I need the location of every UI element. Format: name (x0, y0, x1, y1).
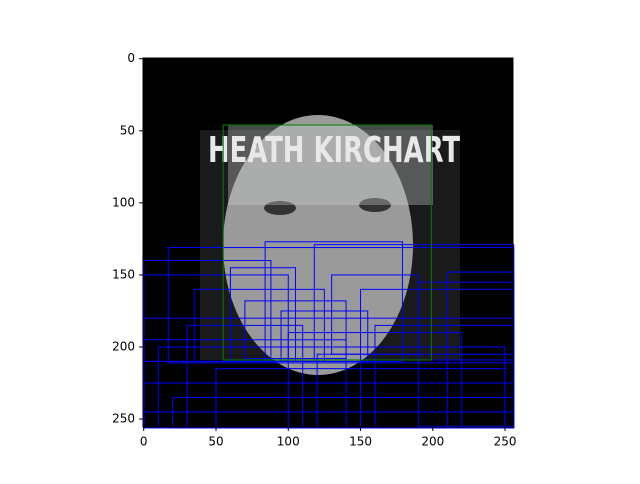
x-tick-label: 150 (349, 435, 372, 449)
bounding-box (229, 267, 296, 362)
y-tick-label: 100 (112, 195, 135, 209)
bounding-box (374, 324, 515, 429)
forehead (228, 125, 433, 205)
eye (264, 201, 296, 215)
x-tick-label: 0 (140, 435, 148, 449)
y-tick-label: 200 (112, 340, 135, 354)
x-tick-label: 50 (208, 435, 223, 449)
bounding-box (280, 310, 369, 362)
x-tick-label: 100 (277, 435, 300, 449)
axes-frame (142, 57, 514, 428)
eye (359, 198, 391, 212)
y-tick-label: 0 (127, 51, 135, 65)
y-tick-label: 250 (112, 412, 135, 426)
image-text: HEATH KIRCHART (208, 130, 460, 171)
x-tick-label: 200 (421, 435, 444, 449)
x-tick-label: 250 (494, 435, 517, 449)
image: HEATH KIRCHART (143, 58, 513, 427)
y-tick-label: 150 (112, 267, 135, 281)
bounding-box (186, 324, 304, 429)
y-tick-label: 50 (120, 123, 135, 137)
highlight-box (222, 124, 432, 361)
